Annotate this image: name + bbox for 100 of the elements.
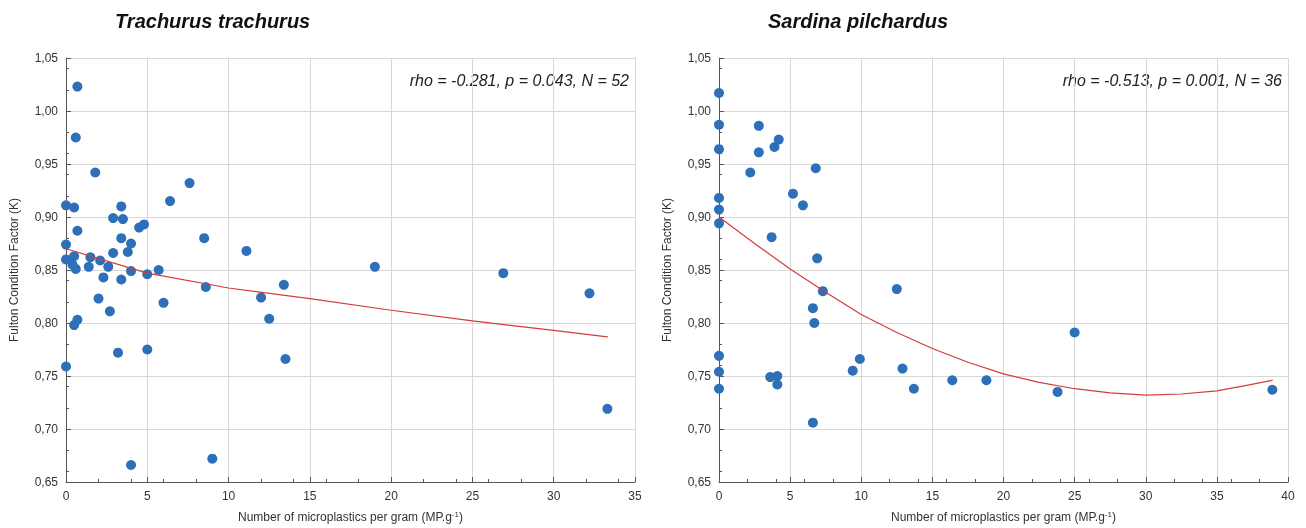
x-tick-label: 30 — [547, 489, 561, 503]
point — [714, 350, 724, 361]
point — [70, 132, 81, 143]
y-tick-label: 0,85 — [34, 263, 59, 277]
point — [139, 219, 150, 230]
point — [165, 196, 176, 207]
point — [142, 344, 153, 355]
point — [158, 297, 169, 308]
point — [116, 233, 127, 244]
point — [714, 144, 724, 155]
y-tick-label: 0,90 — [34, 210, 59, 224]
point — [184, 178, 195, 189]
point — [113, 347, 124, 358]
y-tick-label: 1,05 — [687, 51, 712, 65]
point — [122, 246, 133, 257]
point — [714, 383, 724, 394]
point — [126, 238, 137, 249]
point — [116, 274, 127, 285]
x-tick-label: 10 — [854, 489, 869, 503]
point — [90, 167, 101, 178]
point — [61, 361, 71, 372]
point — [117, 214, 128, 225]
point — [369, 261, 380, 272]
point — [72, 81, 83, 92]
point — [714, 87, 724, 98]
point — [766, 232, 777, 243]
point — [104, 306, 115, 317]
x-tick-label: 5 — [143, 489, 151, 503]
point — [1069, 327, 1080, 338]
x-tick-label: 25 — [1067, 489, 1082, 503]
y-tick-label: 0,75 — [687, 369, 712, 383]
point — [70, 263, 81, 274]
point — [854, 354, 865, 365]
y-tick-label: 0,90 — [687, 210, 712, 224]
point — [797, 200, 808, 211]
y-tick-label: 0,75 — [34, 369, 59, 383]
point — [1052, 386, 1063, 397]
point — [891, 284, 902, 295]
x-tick-label: 35 — [628, 489, 642, 503]
point — [714, 218, 724, 229]
point — [98, 272, 109, 283]
point — [787, 188, 798, 199]
x-tick-label: 40 — [1281, 489, 1295, 503]
point — [83, 261, 94, 272]
point — [981, 375, 992, 386]
point — [714, 119, 724, 130]
point — [908, 383, 919, 394]
point — [714, 192, 724, 203]
y-tick-label: 0,95 — [687, 157, 712, 171]
point — [264, 313, 275, 324]
y-tick-label: 1,05 — [34, 51, 59, 65]
y-tick-label: 0,65 — [687, 475, 712, 489]
point — [772, 379, 783, 390]
y-tick-label: 0,85 — [687, 263, 712, 277]
point — [602, 403, 613, 414]
y-tick-label: 0,70 — [34, 422, 59, 436]
point — [753, 147, 764, 158]
y-axis-title: Fulton Condition Factor (K) — [7, 197, 21, 343]
point — [61, 200, 71, 211]
x-tick-label: 25 — [465, 489, 480, 503]
chart-title: Trachurus trachurus — [115, 10, 311, 32]
x-tick-label: 20 — [384, 489, 399, 503]
y-tick-label: 0,70 — [687, 422, 712, 436]
y-tick-label: 1,00 — [34, 104, 59, 118]
point — [584, 288, 595, 299]
x-tick-label: 20 — [996, 489, 1011, 503]
y-tick-label: 0,80 — [34, 316, 59, 330]
point — [69, 202, 80, 213]
point — [256, 292, 267, 303]
point — [745, 167, 756, 178]
x-tick-label: 30 — [1139, 489, 1153, 503]
y-tick-label: 0,95 — [34, 157, 59, 171]
point — [278, 279, 289, 290]
point — [61, 254, 71, 265]
point — [108, 248, 119, 259]
y-tick-label: 0,80 — [687, 316, 712, 330]
point — [61, 239, 71, 250]
y-axis-title: Fulton Condition Factor (K) — [660, 197, 674, 343]
point — [714, 204, 724, 215]
point — [108, 213, 119, 224]
point — [280, 354, 291, 365]
point — [714, 366, 724, 377]
x-tick-label: 0 — [715, 489, 723, 503]
point — [126, 460, 137, 471]
point — [947, 375, 958, 386]
x-tick-label: 15 — [925, 489, 940, 503]
x-tick-label: 10 — [221, 489, 236, 503]
point — [812, 253, 823, 264]
point — [207, 453, 218, 464]
point — [93, 293, 104, 304]
point — [773, 134, 784, 145]
x-tick-label: 35 — [1210, 489, 1224, 503]
point — [807, 417, 818, 428]
x-tick-label: 15 — [303, 489, 317, 503]
x-tick-label: 0 — [62, 489, 70, 503]
point — [153, 265, 164, 275]
point — [72, 225, 83, 236]
chart-title: Sardina pilchardus — [768, 10, 949, 32]
point — [807, 303, 818, 314]
point — [199, 233, 210, 244]
